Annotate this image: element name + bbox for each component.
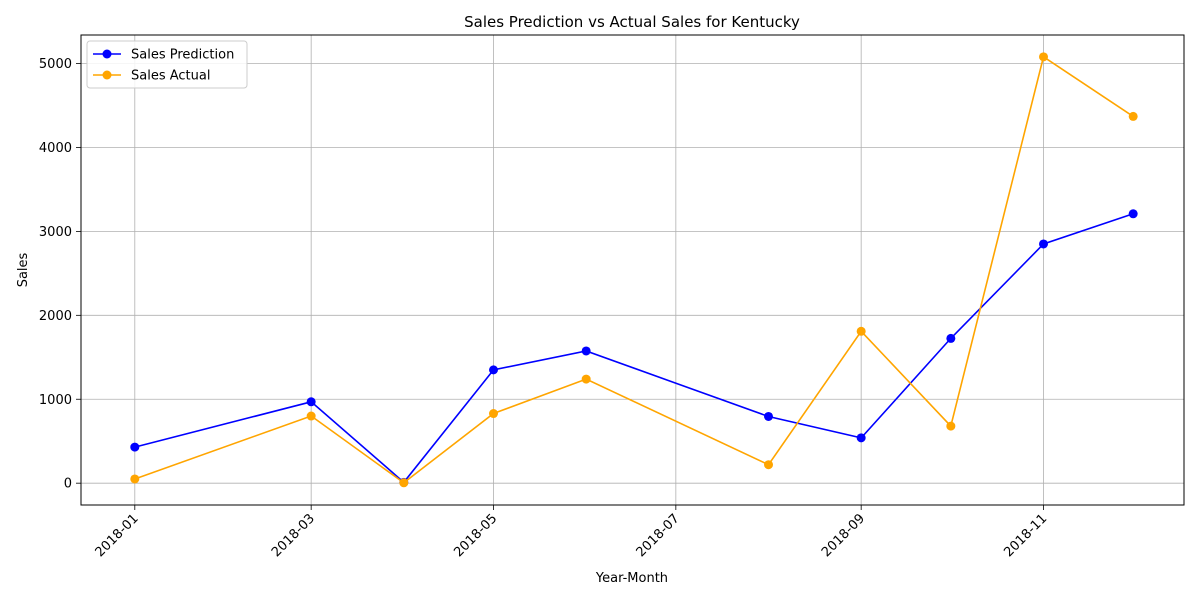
x-tick-label: 2018-01 [93,511,142,560]
data-point-sales-actual [1039,52,1049,62]
legend: Sales Prediction Sales Actual [86,40,248,89]
series-line-sales-actual [134,55,1134,484]
data-point-sales-prediction [1039,239,1049,249]
data-point-sales-prediction [856,433,866,443]
data-point-sales-actual [946,421,956,431]
chart-title: Sales Prediction vs Actual Sales for Ken… [464,13,800,31]
series-line-sales-prediction [134,213,1134,484]
data-point-sales-actual [399,478,409,488]
x-tick-label: 2018-11 [1001,511,1050,560]
data-point-sales-actual [581,374,591,384]
y-tick-label: 0 [64,477,72,492]
x-axis-label: Year-Month [595,571,668,586]
x-tick-label: 2018-03 [269,511,318,560]
y-tick-label: 3000 [39,225,72,240]
y-tick-label: 5000 [39,57,72,72]
x-tick-label: 2018-05 [451,511,500,560]
y-tick-label: 2000 [39,309,72,324]
y-tick-label: 1000 [39,393,72,408]
data-point-sales-prediction [764,411,774,421]
data-point-sales-actual [489,409,499,419]
y-tick-label: 4000 [39,141,72,156]
x-tick-label: 2018-07 [634,511,683,560]
data-point-sales-prediction [306,397,316,407]
plot-frame [80,34,1185,506]
legend-marker-sales-actual [102,70,112,80]
y-axis-label: Sales [16,252,31,287]
legend-label-sales-actual: Sales Actual [131,69,210,84]
data-point-sales-prediction [946,333,956,343]
y-axis-ticks: 0 1000 2000 3000 4000 5000 [39,57,81,492]
data-point-sales-actual [306,411,316,421]
data-point-sales-actual [1128,111,1138,121]
data-point-sales-actual [130,474,140,484]
data-point-sales-prediction [1128,209,1138,219]
legend-label-sales-prediction: Sales Prediction [131,48,234,63]
data-point-sales-prediction [581,346,591,356]
data-point-sales-actual [856,326,866,336]
data-point-sales-prediction [130,442,140,452]
data-point-sales-actual [764,460,774,470]
legend-frame [86,40,248,89]
legend-marker-sales-prediction [102,49,112,59]
data-point-sales-prediction [489,365,499,375]
x-axis-ticks: 2018-01 2018-03 2018-05 2018-07 2018-09 2018-… [93,505,1050,560]
x-tick-label: 2018-09 [819,511,868,560]
series-layer [130,52,1138,488]
